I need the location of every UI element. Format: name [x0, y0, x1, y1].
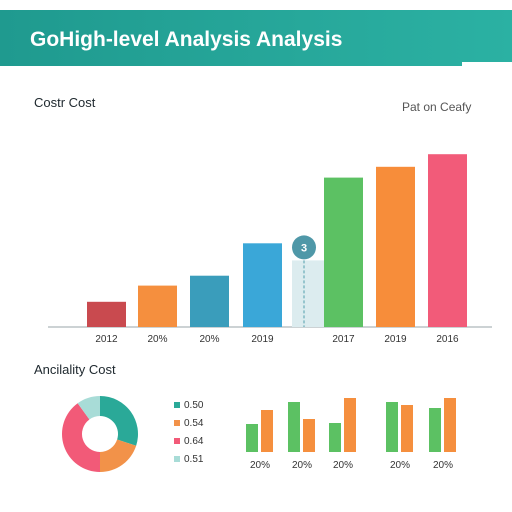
legend-label-3: 0.51	[184, 453, 204, 465]
legend-swatch-0	[174, 402, 180, 408]
main-chart-legend-note: Pat on Ceafy	[402, 100, 472, 114]
group-tick-label-4: 20%	[433, 460, 453, 471]
bar-6	[376, 166, 415, 327]
legend-swatch-2	[174, 438, 180, 444]
annotation-marker	[292, 235, 316, 260]
bar-7	[428, 154, 467, 327]
group-bar-0-0	[246, 424, 258, 452]
group-tick-label-0: 20%	[250, 460, 270, 471]
legend-item-1: 0.54	[174, 416, 203, 430]
group-bar-0-1	[261, 410, 273, 452]
legend-item-3: 0.51	[174, 452, 203, 466]
donut-slice-2	[61, 403, 100, 472]
legend-swatch-3	[174, 456, 180, 462]
x-tick-label-6: 2019	[384, 334, 407, 345]
x-tick-label-7: 2016	[436, 334, 459, 345]
bar-3	[243, 243, 282, 327]
donut-slice-1	[100, 439, 137, 472]
x-tick-label-2: 20%	[199, 334, 219, 345]
bar-0	[87, 301, 126, 327]
group-bar-4-0	[429, 408, 441, 452]
title-banner	[0, 10, 512, 66]
group-tick-label-3: 20%	[390, 460, 410, 471]
group-bar-3-0	[386, 402, 398, 452]
legend-label-1: 0.54	[184, 417, 204, 429]
group-bar-4-1	[444, 398, 456, 452]
donut-slice-0	[100, 396, 139, 446]
group-bar-2-0	[329, 423, 341, 452]
x-tick-label-5: 2017	[332, 334, 355, 345]
legend-label-0: 0.50	[184, 399, 204, 411]
group-tick-label-2: 20%	[333, 460, 353, 471]
group-bar-3-1	[401, 405, 413, 452]
x-tick-label-1: 20%	[147, 334, 167, 345]
bar-5	[324, 177, 363, 327]
page-title: GoHigh-level Analysis Analysis	[30, 28, 343, 51]
group-bar-1-1	[303, 419, 315, 452]
x-tick-label-0: 2012	[95, 334, 118, 345]
banner-notch	[462, 62, 512, 66]
pie-chart-title: Ancilality Cost	[34, 362, 116, 377]
group-bar-1-0	[288, 402, 300, 452]
group-tick-label-1: 20%	[292, 460, 312, 471]
legend-swatch-1	[174, 420, 180, 426]
x-tick-label-3: 2019	[251, 334, 274, 345]
donut-slice-3	[77, 396, 100, 420]
group-bar-2-1	[344, 398, 356, 452]
bar-2	[190, 275, 229, 327]
legend-label-2: 0.64	[184, 435, 204, 447]
bar-1	[138, 285, 177, 327]
legend-item-2: 0.64	[174, 434, 203, 448]
main-chart-title: Costr Cost	[34, 95, 96, 110]
legend-item-0: 0.50	[174, 398, 203, 412]
annotation-label: 3	[301, 242, 307, 254]
